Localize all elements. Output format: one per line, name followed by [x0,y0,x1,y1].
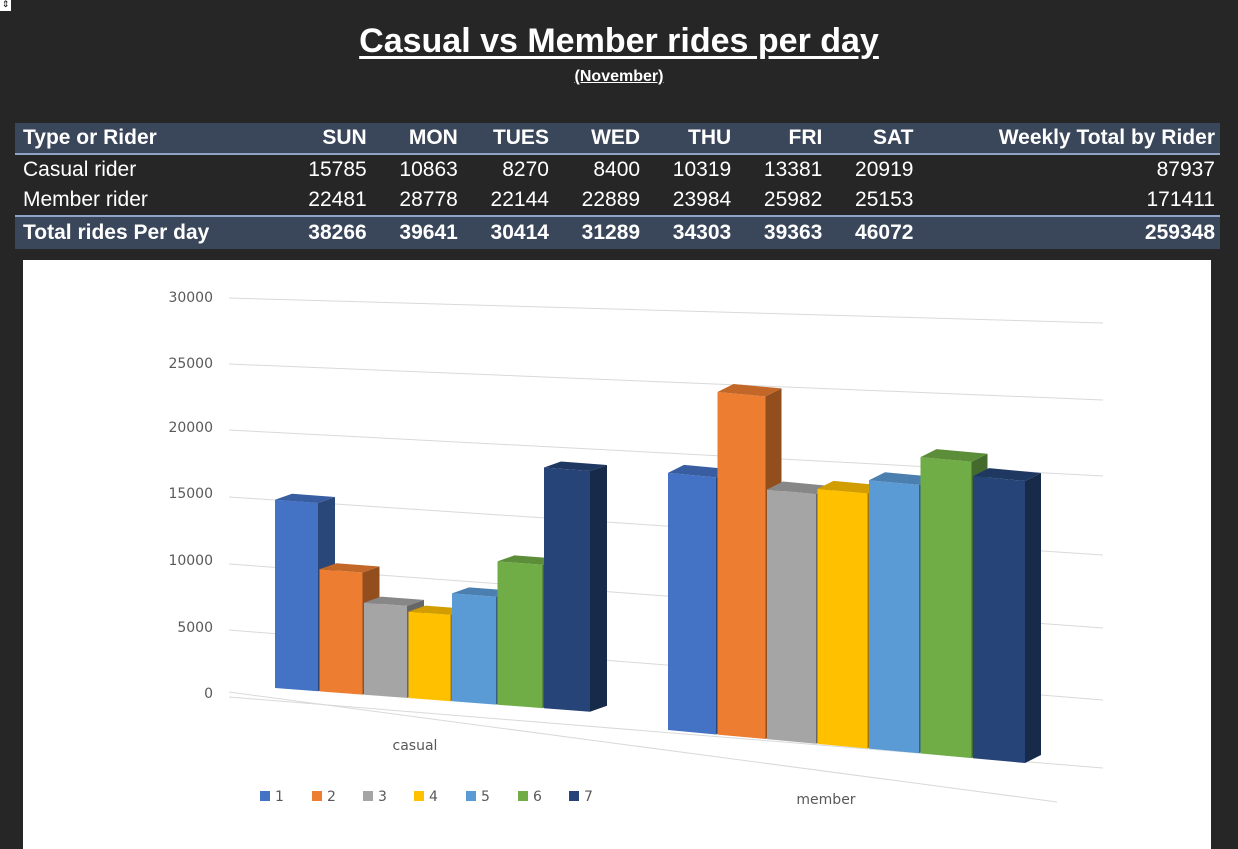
total-wed: 31289 [581,221,641,244]
header-mon: MON [408,126,458,149]
legend-swatch [414,791,424,801]
bar-member-7 [973,476,1025,764]
y-tick-label: 15000 [168,486,213,502]
page-title: Casual vs Member rides per day [359,22,879,60]
page-subtitle: (November) [574,68,664,85]
cell-sun: 15785 [308,158,367,181]
legend-swatch [569,791,579,801]
cell-sun: 22481 [308,188,367,211]
chart-area[interactable]: 0 5000 10000 15000 20000 25000 30000 casual memb… [23,260,1211,849]
total-tues: 30414 [490,221,549,244]
total-sun: 38266 [308,221,367,244]
bar-top [668,464,732,478]
bar-casual-2 [319,569,363,695]
legend-label: 2 [327,789,336,805]
rides-table: Type or Rider SUN MON TUES WED THU FRI S… [15,123,1220,249]
resize-handle-icon[interactable]: ⇕ [0,0,11,11]
bar-top [319,563,380,573]
y-tick-label: 5000 [177,620,213,636]
y-tick-label: 10000 [168,553,213,569]
bar-top [364,596,424,606]
legend-swatch [312,791,322,801]
legend-swatch [260,791,270,801]
header-weekly-total: Weekly Total by Rider [998,126,1215,149]
bar-top [544,461,607,471]
legend-label: 1 [275,789,284,805]
bar-side [1025,472,1041,764]
cell-mon: 10863 [399,158,458,181]
bar-top [275,493,335,504]
cell-sat: 25153 [855,188,914,211]
y-tick-label: 30000 [168,290,213,306]
header-thu: THU [688,126,732,149]
table-header-row: Type or Rider SUN MON TUES WED THU FRI S… [15,123,1220,154]
total-fri: 39363 [763,221,823,244]
cell-fri: 13381 [763,158,823,181]
table-row-casual: Casual rider 15785 10863 8270 8400 10319… [15,154,1220,185]
cell-fri: 25982 [763,188,823,211]
x-category-label: member [796,792,855,808]
legend-swatch [466,791,476,801]
bar-casual-3 [364,602,407,698]
cell-thu: 23984 [672,188,732,211]
total-thu: 34303 [672,221,732,244]
header-wed: WED [591,126,641,149]
table-total-row: Total rides Per day 38266 39641 30414 31… [15,216,1220,249]
header-fri: FRI [788,126,823,149]
cell-wed: 8400 [593,158,641,181]
bar-casual-6 [497,561,543,709]
bar-member-1 [668,472,716,735]
cell-tues: 8270 [502,158,549,181]
bar-side [590,464,607,712]
x-category-label: casual [393,738,438,754]
bar-top [920,449,988,462]
bar-chart-3d: 0 5000 10000 15000 20000 25000 30000 casual memb… [168,290,1104,808]
cell-sat: 20919 [855,158,914,181]
legend-swatch [363,791,373,801]
legend-label: 5 [481,789,490,805]
header-tues: TUES [492,126,549,149]
bar-casual-5 [452,593,496,705]
y-tick-label: 20000 [168,420,213,436]
bar-member-3 [767,489,816,744]
total-mon: 39641 [399,221,458,244]
row-label: Casual rider [23,158,137,181]
bar-member-4 [817,488,868,749]
bar-member-2 [717,391,766,740]
bar-casual-4 [408,611,451,702]
header-sat: SAT [873,126,914,149]
floor-edge [228,691,1058,803]
cell-weekly-total: 87937 [1156,158,1215,181]
table-row-member: Member rider 22481 28778 22144 22889 239… [15,185,1220,216]
header-sun: SUN [322,126,367,149]
legend-label: 7 [584,789,593,805]
cell-wed: 22889 [581,188,641,211]
total-weekly: 259348 [1144,221,1215,244]
bar-member-6 [920,457,972,759]
y-tick-label: 25000 [168,356,213,372]
row-label: Member rider [23,188,148,211]
bar-top [869,472,935,485]
legend-label: 3 [378,789,387,805]
bar-casual-7 [544,467,590,712]
gridline [228,363,1104,401]
cell-mon: 28778 [399,188,458,211]
cell-thu: 10319 [672,158,732,181]
bar-top [767,481,832,495]
cell-tues: 22144 [490,188,549,211]
y-tick-label: 0 [204,686,213,702]
bar-top [817,480,884,494]
bar-casual-1 [275,499,318,692]
bar-member-5 [869,480,919,754]
bar-top [717,383,782,397]
row-label: Total rides Per day [23,221,210,244]
legend-swatch [518,791,528,801]
legend-label: 4 [429,789,438,805]
total-sat: 46072 [855,221,914,244]
gridline [228,297,1104,324]
header-type: Type or Rider [23,126,157,149]
cell-weekly-total: 171411 [1146,188,1215,211]
bar-top [973,468,1041,481]
legend-label: 6 [533,789,542,805]
